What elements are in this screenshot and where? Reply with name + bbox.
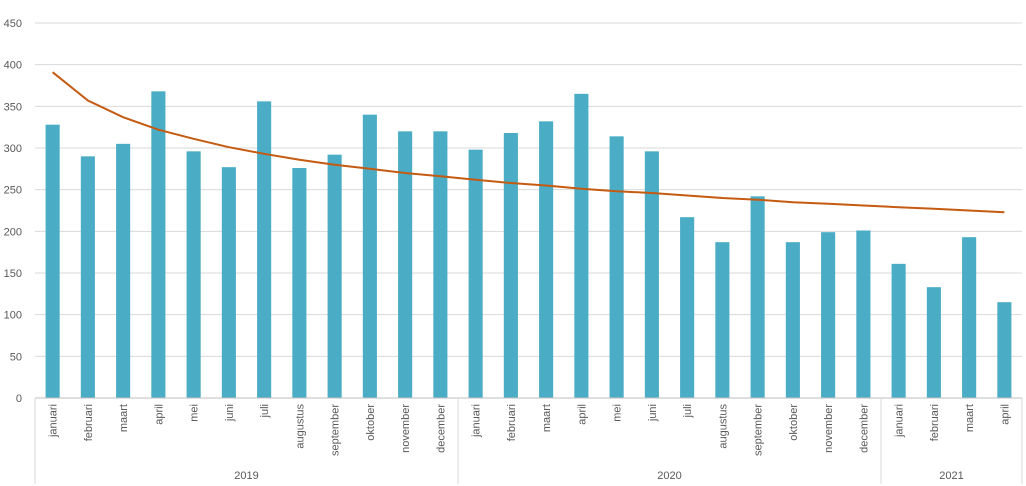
x-tick-label: maart [118, 404, 130, 432]
y-tick-label: 200 [4, 226, 22, 238]
bar [292, 168, 307, 398]
bar [151, 91, 166, 398]
x-tick-label: november [400, 404, 412, 453]
y-tick-label: 150 [4, 268, 22, 280]
year-label: 2020 [657, 470, 681, 482]
bar [997, 302, 1012, 398]
trendline-series [51, 71, 1005, 214]
x-tick-label: januari [471, 404, 483, 438]
bar [80, 156, 95, 398]
x-tick-label: februari [929, 404, 941, 441]
x-tick-label: maart [541, 404, 553, 432]
y-tick-label: 350 [4, 101, 22, 113]
x-tick-label: februari [506, 404, 518, 441]
x-tick-label: augustus [717, 404, 729, 449]
x-tick-label: februari [83, 404, 95, 441]
y-axis: 0 50 100 150 200 250 300 350 400 450 [4, 18, 22, 405]
x-tick-label: juli [682, 404, 694, 418]
bar [785, 242, 800, 398]
x-tick-label: oktober [788, 404, 800, 441]
x-tick-label: april [153, 404, 165, 425]
x-tick-label: juni [647, 404, 659, 422]
bar [362, 114, 377, 399]
y-tick-label: 300 [4, 143, 22, 155]
bar [821, 232, 836, 398]
x-tick-label: juli [259, 404, 271, 418]
bar [750, 196, 765, 398]
bar [574, 93, 589, 398]
x-tick-label: juni [224, 404, 236, 422]
x-tick-label: december [858, 404, 870, 453]
x-tick-label: maart [964, 404, 976, 432]
bar [503, 133, 518, 398]
bar [327, 154, 342, 398]
x-axis: januari februari maart april mei juni juli augu… [34, 397, 1023, 484]
year-label: 2019 [234, 470, 258, 482]
bar [609, 136, 624, 399]
y-tick-label: 400 [4, 60, 22, 72]
bar [257, 101, 272, 398]
x-tick-label: januari [48, 404, 60, 438]
x-tick-label: januari [894, 404, 906, 438]
x-tick-label: oktober [365, 404, 377, 441]
bar [468, 149, 483, 398]
y-tick-label: 450 [4, 18, 22, 30]
bar [644, 151, 659, 398]
bar [45, 124, 60, 399]
bar-series [45, 91, 1012, 399]
bar [221, 167, 236, 398]
y-tick-label: 250 [4, 185, 22, 197]
x-tick-label: april [999, 404, 1011, 425]
x-tick-label: september [753, 404, 765, 456]
bar [398, 131, 413, 399]
trendline [51, 71, 1005, 214]
bar [680, 217, 695, 398]
x-tick-label: mei [189, 404, 201, 422]
bar [891, 263, 906, 398]
bar [116, 143, 131, 398]
bar [186, 151, 201, 398]
x-tick-label: september [330, 404, 342, 456]
bar [539, 121, 554, 398]
bar [715, 242, 730, 398]
bar [433, 131, 448, 399]
year-label: 2021 [939, 470, 963, 482]
x-tick-label: november [823, 404, 835, 453]
y-tick-label: 0 [16, 393, 22, 405]
x-tick-label: april [576, 404, 588, 425]
y-tick-label: 50 [10, 351, 22, 363]
bar [926, 287, 941, 398]
gridlines [35, 22, 1022, 357]
x-tick-label: augustus [294, 404, 306, 449]
bar [962, 237, 977, 398]
x-tick-label: mei [612, 404, 624, 422]
bar [856, 230, 871, 398]
x-tick-label: december [435, 404, 447, 453]
y-tick-label: 100 [4, 310, 22, 322]
